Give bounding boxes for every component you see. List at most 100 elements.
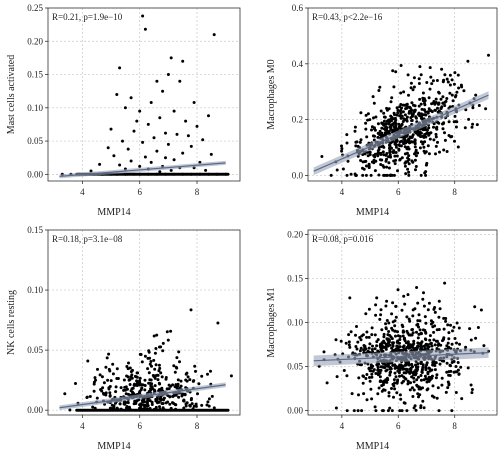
data-point [447, 120, 451, 124]
y-tick-label: 0.4 [292, 59, 304, 69]
data-point [157, 381, 161, 385]
data-point [146, 356, 150, 360]
data-point [440, 376, 444, 380]
data-point [196, 392, 199, 396]
data-point [376, 151, 380, 155]
data-point [147, 371, 151, 375]
data-point [409, 81, 413, 85]
data-point [400, 156, 404, 160]
data-point [108, 394, 112, 398]
data-point [414, 168, 417, 172]
data-point [164, 376, 168, 379]
data-point [360, 334, 364, 338]
y-tick-label: 0.00 [287, 406, 303, 416]
data-point [411, 331, 415, 335]
data-point [149, 378, 153, 382]
data-point [427, 375, 431, 379]
y-tick-label: 0.2 [292, 115, 303, 125]
data-point [376, 149, 380, 153]
data-point [194, 404, 198, 408]
data-point [354, 144, 358, 148]
data-point [74, 382, 77, 385]
data-point [407, 162, 411, 166]
data-point [112, 154, 116, 158]
data-point [405, 115, 409, 119]
data-point [169, 56, 173, 60]
data-point [362, 375, 366, 378]
data-point [145, 404, 149, 408]
data-point [102, 392, 106, 396]
data-point [437, 299, 441, 303]
data-point [410, 119, 414, 122]
data-point [108, 391, 112, 395]
data-point [383, 388, 387, 392]
data-point [367, 335, 371, 339]
data-point [131, 368, 134, 372]
data-point [380, 121, 384, 125]
data-point [212, 406, 216, 410]
data-point [403, 152, 407, 156]
data-point [345, 141, 349, 145]
data-point [460, 397, 464, 401]
data-point [385, 108, 389, 112]
data-point [403, 145, 407, 149]
data-point [476, 326, 480, 329]
data-point [418, 328, 422, 332]
data-point [448, 73, 452, 77]
data-point [382, 119, 386, 123]
data-point [138, 403, 142, 407]
data-point [454, 391, 458, 394]
data-point [448, 91, 452, 95]
data-point [396, 378, 400, 382]
data-point [434, 339, 438, 343]
data-point [111, 372, 115, 376]
data-point [374, 313, 378, 317]
data-point [420, 340, 424, 344]
data-point [398, 393, 402, 397]
data-point [340, 149, 344, 153]
data-point [185, 371, 189, 375]
data-point [382, 127, 386, 131]
data-point [129, 159, 133, 163]
data-point [177, 350, 181, 354]
data-point [162, 396, 166, 400]
data-point [456, 145, 460, 149]
data-point [407, 154, 411, 158]
data-point [395, 106, 399, 110]
data-point [138, 164, 142, 168]
data-point [416, 341, 420, 345]
data-point [413, 108, 417, 112]
data-point [152, 136, 156, 140]
data-point [382, 332, 386, 336]
data-point [432, 307, 436, 311]
data-point [451, 329, 454, 333]
data-point [394, 145, 398, 149]
data-point [419, 360, 423, 364]
data-point [463, 126, 467, 130]
data-point [382, 165, 386, 169]
data-point [440, 383, 444, 387]
data-point [157, 369, 161, 373]
data-point [416, 344, 420, 348]
correlation-annotation: R=0.18, p=3.1e−08 [52, 234, 123, 244]
data-point [474, 336, 478, 340]
data-point [368, 150, 372, 154]
data-point [393, 329, 397, 333]
data-point [392, 384, 396, 388]
data-point [406, 139, 410, 142]
data-point [355, 347, 359, 351]
data-point [380, 346, 383, 350]
x-tick-label: 4 [340, 421, 345, 431]
data-point [95, 396, 99, 400]
data-point [118, 163, 122, 167]
data-point [426, 371, 430, 375]
data-point [104, 365, 108, 369]
data-point [156, 378, 160, 382]
data-point [388, 146, 392, 150]
data-point [394, 122, 398, 125]
data-point [149, 160, 153, 164]
data-point [425, 363, 429, 367]
data-point [364, 127, 368, 131]
data-point [437, 121, 441, 125]
data-point [216, 321, 220, 325]
